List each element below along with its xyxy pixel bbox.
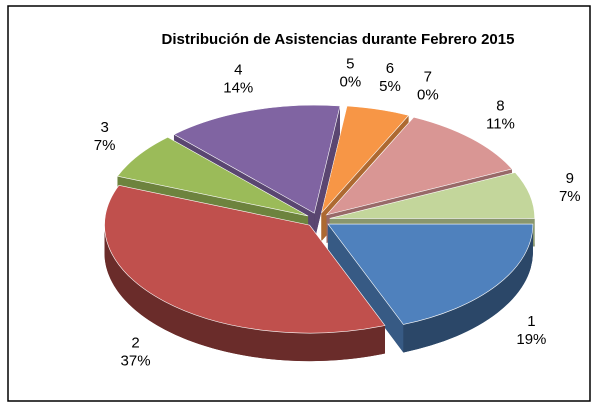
category-label: 5	[346, 56, 354, 73]
slice-wall	[104, 225, 385, 362]
pie-slice	[104, 185, 386, 362]
value-label: 5%	[379, 78, 401, 95]
value-label: 0%	[417, 86, 439, 103]
value-label: 7%	[559, 188, 581, 205]
slice-edge	[314, 106, 340, 242]
category-label: 8	[496, 98, 504, 115]
slice-top	[329, 172, 536, 219]
category-label: 9	[566, 170, 574, 187]
slice-edge	[327, 224, 404, 353]
value-label: 0%	[339, 74, 361, 91]
slice-top	[325, 116, 513, 216]
pie-slice	[327, 223, 534, 353]
slice-top	[321, 105, 410, 214]
value-label: 11%	[486, 116, 515, 133]
value-label: 7%	[94, 137, 116, 154]
category-label: 1	[527, 313, 535, 330]
category-label: 7	[424, 68, 432, 85]
category-label: 4	[234, 62, 242, 79]
category-label: 3	[100, 119, 108, 136]
slice-wall	[403, 224, 533, 353]
category-label: 2	[131, 334, 139, 351]
slice-top	[173, 104, 341, 214]
chart-title: Distribución de Asistencias durante Febr…	[162, 31, 515, 48]
value-label: 19%	[516, 331, 546, 348]
category-label: 6	[386, 60, 394, 77]
value-label: 14%	[223, 80, 253, 97]
slice-top	[116, 136, 309, 217]
slice-top	[327, 223, 534, 325]
slice-top	[104, 185, 386, 334]
value-label: 37%	[121, 352, 151, 369]
